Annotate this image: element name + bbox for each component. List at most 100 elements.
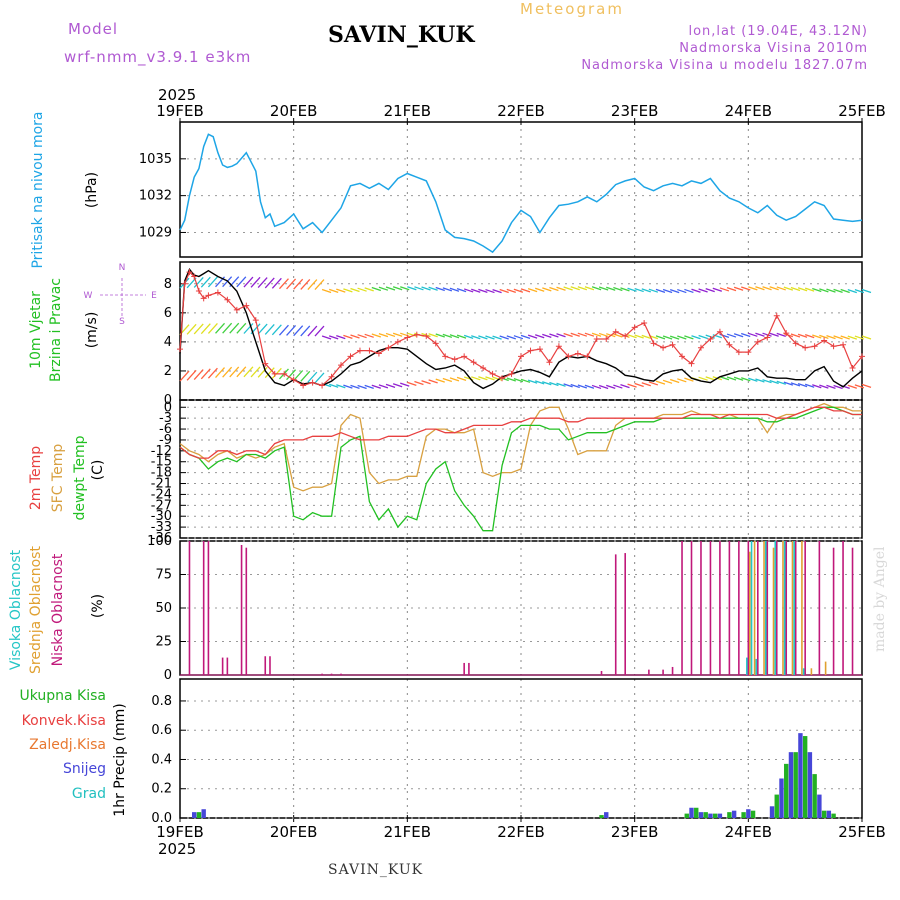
model-label: Model [68,20,119,38]
wind-barb [428,286,438,291]
wind-gust-marker [574,350,581,357]
wind-gust-marker [840,341,847,348]
wind-barb [634,382,644,388]
wind-barb [343,288,353,293]
wind-barb [357,334,367,339]
wind-gust-marker [811,343,818,350]
wind-barb [584,384,595,389]
wind-gust-marker [432,340,439,347]
wind-gust-marker [356,347,363,354]
wind-barb [407,286,417,291]
wind-barb [662,379,673,384]
wind-barb [520,334,531,340]
precip-legend-item: Zaledj.Kisa [29,737,106,753]
wind-barb [733,376,744,381]
wind-barb [378,333,389,338]
wind-barb [264,367,275,379]
wind-barb [790,286,801,292]
wind-gust-marker [394,338,401,345]
wind-barb [243,276,254,288]
wind-gust-marker [830,343,837,350]
y-tick-label: 0 [164,668,172,683]
precip-bar [192,812,197,818]
wind-barb [471,335,481,340]
wind-barb [435,286,445,292]
wind-barb [826,384,836,389]
wind-barb [705,288,715,293]
bottom-year-label: 2025 [158,840,196,858]
y-tick-label: 8 [164,277,172,292]
y-tick-label: -15 [151,455,172,470]
wind-barb [655,288,666,294]
precip-bar [604,812,609,818]
wind-barb [314,325,325,337]
precip-bar [703,812,708,818]
wind-barb [627,383,637,388]
precip-bar [689,807,694,818]
y-tick-label: 50 [155,601,172,616]
wind-gust-marker [508,370,515,377]
y-tick-label: -21 [151,477,172,492]
y-tick-label: -6 [159,422,172,437]
wind-barb [634,334,644,339]
precip-bar [750,810,756,818]
wind-barb [371,384,382,389]
wind-barb [371,286,382,292]
wind-barb [641,334,651,339]
wind-barb [542,333,552,338]
y-tick-label: 0.8 [151,694,172,709]
wind-gust-marker [555,343,562,350]
wind-barb [435,378,445,383]
wind-barb [421,380,431,385]
precip-bar [793,752,798,818]
bottom-date-label: 25FEB [838,823,885,841]
wind-barb [598,286,609,291]
wind-barb [442,333,453,338]
wind-barb [812,334,822,339]
wind-gust-marker [385,344,392,351]
wind-barb [200,323,211,335]
wind-barb [598,384,609,390]
wind-barb [840,335,850,340]
wind-gust-marker [688,360,695,367]
wind-barb [350,334,360,339]
wind-barb [556,333,566,338]
wind-gust-marker [423,333,430,340]
wind-barb [343,334,353,339]
wind-barb [264,277,275,289]
wind-barb [485,376,495,381]
wind-barb [762,379,772,384]
wind-unit-label: (m/s) [84,312,100,349]
y-tick-label: 75 [155,568,172,583]
wind-barb [407,381,417,386]
wind-gust-marker [603,335,610,342]
wind-barb [812,287,822,293]
precip-bar [807,752,813,818]
wind-barb [471,288,481,293]
wind-barb [698,376,708,381]
wind-barb [236,276,247,288]
wind-gust-marker [470,359,477,366]
wind-barb [385,286,396,291]
wind-barb [783,381,794,386]
wind-gust-marker [442,353,449,360]
wind-barb [563,286,573,291]
wind-barb [364,384,374,390]
wind-barb [300,279,311,290]
wind-barb [804,287,815,292]
wind-gust-marker [499,375,506,382]
wind-barb [542,287,552,292]
wind-barb [684,288,694,294]
dewpoint-line [179,406,862,532]
wind-barb [620,287,630,292]
panel-frame-5 [179,678,863,819]
wind-barb [535,380,545,385]
y-tick-label: 0.2 [151,782,172,797]
wind-barb [591,384,602,390]
wind-gust-marker [319,382,326,389]
wind-barb [719,333,730,339]
wind-barb [527,287,538,293]
wind-gust-marker [191,273,198,280]
top-date-label: 23FEB [611,102,658,120]
wind-barb [478,376,488,381]
